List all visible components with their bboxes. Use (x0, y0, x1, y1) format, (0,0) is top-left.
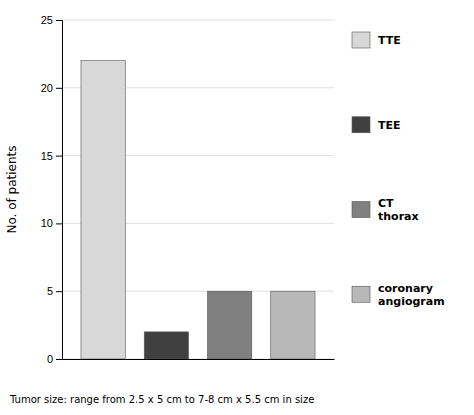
legend-label-line: CT (378, 197, 394, 210)
y-tick-label: 20 (41, 82, 53, 94)
bar (81, 61, 125, 359)
y-tick-label: 10 (41, 217, 53, 229)
legend-item: TEE (352, 117, 401, 133)
chart-svg: 0 5 10 15 20 25 No. of patients TTE TEE CTthorax c… (0, 0, 474, 415)
legend-label-line: coronary (378, 282, 433, 295)
bar (144, 332, 188, 359)
y-tick-label: 25 (41, 14, 53, 26)
y-tick-label: 15 (41, 150, 53, 162)
legend-item: CTthorax (352, 197, 419, 223)
legend-label: CTthorax (378, 197, 419, 223)
y-tick-mark (56, 156, 62, 157)
legend-label-line: thorax (378, 210, 419, 223)
plot-area: 0 5 10 15 20 25 (41, 14, 335, 365)
bar (271, 291, 315, 359)
y-tick-mark (56, 88, 62, 89)
legend-label-line: angiogram (378, 295, 445, 308)
legend-label-line: TTE (378, 34, 401, 47)
y-tick: 20 (41, 82, 62, 94)
x-axis (63, 359, 335, 360)
grid-line (62, 20, 334, 21)
y-tick-mark (56, 291, 62, 292)
x-axis-domain (63, 359, 335, 360)
y-axis: 0 5 10 15 20 25 (41, 14, 63, 365)
legend-label: TTE (378, 34, 401, 47)
y-tick: 15 (41, 150, 62, 162)
legend-label-line: TEE (378, 119, 401, 132)
y-tick-mark (56, 359, 62, 360)
legend: TTE TEE CTthorax coronaryangiogram (352, 32, 445, 308)
legend-item: coronaryangiogram (352, 282, 445, 308)
caption: Tumor size: range from 2.5 x 5 cm to 7-8… (9, 394, 314, 405)
legend-item: TTE (352, 32, 401, 48)
y-tick-label: 5 (47, 285, 53, 297)
y-axis-domain (56, 21, 63, 360)
legend-swatch (352, 286, 370, 302)
legend-label: coronaryangiogram (378, 282, 445, 308)
legend-swatch (352, 202, 370, 218)
y-tick-mark (56, 20, 62, 21)
y-tick: 0 (47, 353, 62, 365)
legend-swatch (352, 117, 370, 133)
legend-label: TEE (378, 119, 401, 132)
y-tick: 5 (47, 285, 62, 297)
y-tick: 10 (41, 217, 62, 229)
y-tick-label: 0 (47, 353, 53, 365)
y-tick-mark (56, 223, 62, 224)
y-tick: 25 (41, 14, 62, 26)
legend-swatch (352, 32, 370, 48)
grid (62, 20, 334, 359)
bars (81, 61, 315, 359)
bar (207, 291, 251, 359)
y-axis-label: No. of patients (5, 145, 19, 233)
